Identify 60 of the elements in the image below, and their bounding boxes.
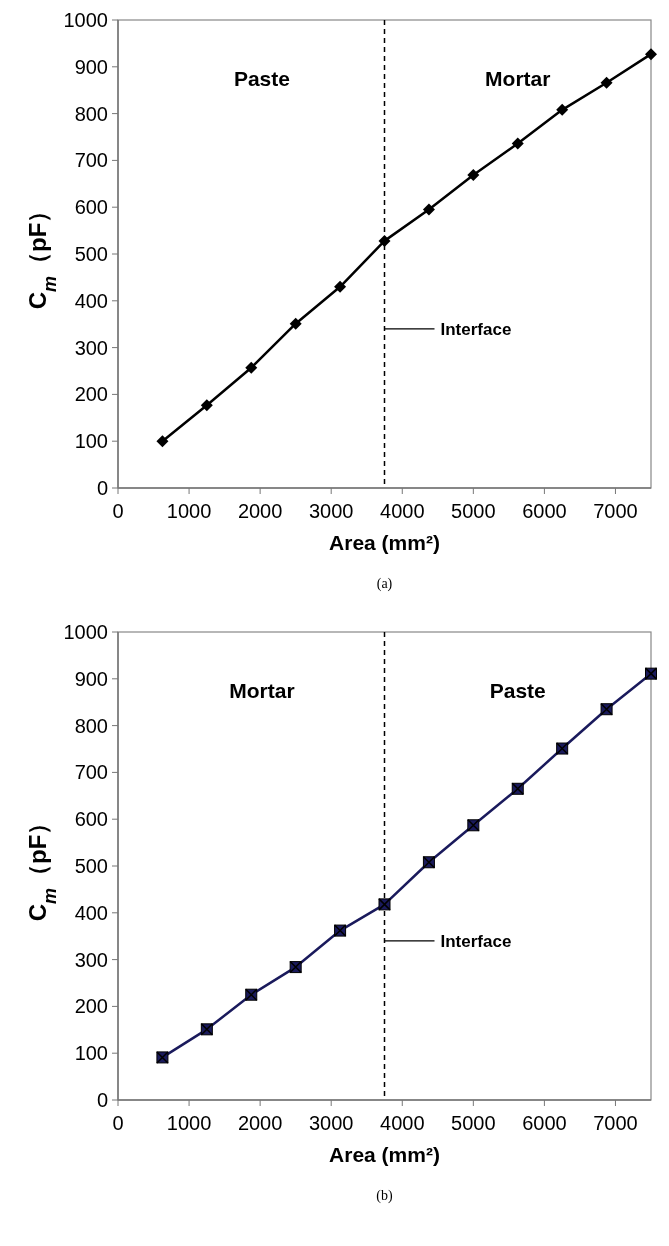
x-tick-label: 6000 <box>522 500 567 522</box>
text: (b) <box>376 1188 393 1204</box>
y-tick-label: 500 <box>74 243 108 265</box>
y-tick-label: 200 <box>74 383 108 406</box>
y-tick-label: 0 <box>96 1089 108 1111</box>
y-tick-label: 100 <box>74 1042 108 1065</box>
y-tick-label: 700 <box>74 761 108 784</box>
point <box>156 435 169 448</box>
x-tick-label: 4000 <box>380 500 425 522</box>
y-tick-label: 700 <box>74 149 108 172</box>
x-tick-label: 3000 <box>308 500 354 522</box>
y-tick-label: 900 <box>74 667 108 690</box>
x-tick-label: 3000 <box>308 1112 354 1134</box>
annotation: Mortar <box>229 678 295 702</box>
x-tick-label: 2000 <box>237 1112 283 1134</box>
x-axis-title: Area (mm²) <box>329 531 440 554</box>
x-tick-label: 2000 <box>237 500 283 522</box>
ref-line-label: Interface <box>440 319 512 339</box>
y-tick-label: 1000 <box>63 9 108 31</box>
y-tick-label: 200 <box>74 995 108 1018</box>
x-tick-label: 6000 <box>522 1112 567 1134</box>
annotation: Mortar <box>485 66 551 90</box>
x-tick-label: 7000 <box>593 500 638 522</box>
x-tick-label: 5000 <box>451 500 496 522</box>
y-tick-label: 600 <box>74 808 108 831</box>
x-tick-label: 0 <box>112 500 124 522</box>
point <box>645 48 657 61</box>
y-tick-label: 900 <box>74 55 108 78</box>
annotation: Paste <box>233 66 290 90</box>
x-tick-label: 0 <box>112 1112 124 1134</box>
x-tick-label: 1000 <box>166 1112 212 1134</box>
point <box>289 317 302 330</box>
point <box>600 76 613 89</box>
x-tick-label: 4000 <box>380 1112 425 1134</box>
x-tick-label: 5000 <box>451 1112 496 1134</box>
point <box>200 399 213 412</box>
annotation: Paste <box>489 678 546 702</box>
y-tick-label: 100 <box>74 430 108 453</box>
y-tick-label: 400 <box>74 289 108 312</box>
point <box>511 137 524 150</box>
y-tick-label: 1000 <box>63 621 108 643</box>
y-tick-label: 400 <box>74 901 108 924</box>
y-tick-label: 600 <box>74 196 108 219</box>
x-tick-label: 1000 <box>166 500 212 522</box>
x-axis-title: Area (mm²) <box>329 1143 440 1166</box>
y-tick-label: 300 <box>74 336 108 359</box>
point <box>245 361 258 374</box>
x-tick-label: 7000 <box>593 1112 638 1134</box>
y-tick-label: 800 <box>74 102 108 125</box>
point <box>378 234 391 247</box>
point <box>422 203 435 216</box>
point <box>467 168 480 181</box>
y-tick-label: 500 <box>74 855 108 877</box>
point <box>556 103 569 116</box>
text: (a) <box>376 576 393 592</box>
ref-line-label: Interface <box>440 931 512 951</box>
y-tick-label: 800 <box>74 714 108 737</box>
y-tick-label: 0 <box>96 477 108 499</box>
y-tick-label: 300 <box>74 948 108 971</box>
point <box>334 280 347 293</box>
